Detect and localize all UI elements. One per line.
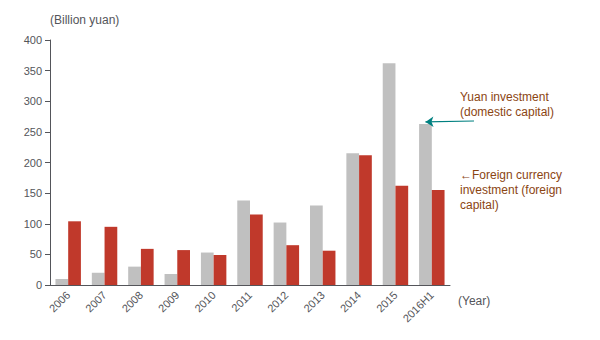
svg-text:2007: 2007	[83, 289, 109, 315]
svg-text:50: 50	[30, 248, 42, 260]
svg-text:(Year): (Year)	[458, 294, 490, 308]
svg-text:←Foreign currency: ←Foreign currency	[460, 168, 562, 182]
svg-text:2015: 2015	[374, 289, 400, 315]
svg-text:investment (foreign: investment (foreign	[460, 183, 562, 197]
svg-text:350: 350	[24, 65, 42, 77]
svg-text:0: 0	[36, 279, 42, 291]
svg-text:2006: 2006	[47, 289, 73, 315]
svg-text:Yuan investment: Yuan investment	[460, 90, 549, 104]
svg-text:2010: 2010	[192, 289, 218, 315]
svg-text:2013: 2013	[301, 289, 327, 315]
svg-text:100: 100	[24, 218, 42, 230]
svg-text:2011: 2011	[229, 289, 254, 314]
svg-text:300: 300	[24, 95, 42, 107]
svg-text:2012: 2012	[265, 289, 291, 315]
svg-text:2009: 2009	[156, 289, 182, 315]
svg-text:(domestic capital): (domestic capital)	[460, 105, 554, 119]
svg-text:250: 250	[24, 126, 42, 138]
svg-text:150: 150	[24, 187, 42, 199]
svg-text:2008: 2008	[119, 289, 145, 315]
svg-text:200: 200	[24, 157, 42, 169]
svg-text:2014: 2014	[338, 289, 364, 315]
svg-text:(Billion yuan): (Billion yuan)	[50, 13, 119, 27]
svg-text:capital): capital)	[460, 198, 499, 212]
svg-text:400: 400	[24, 34, 42, 46]
svg-text:2016H1: 2016H1	[400, 289, 436, 325]
